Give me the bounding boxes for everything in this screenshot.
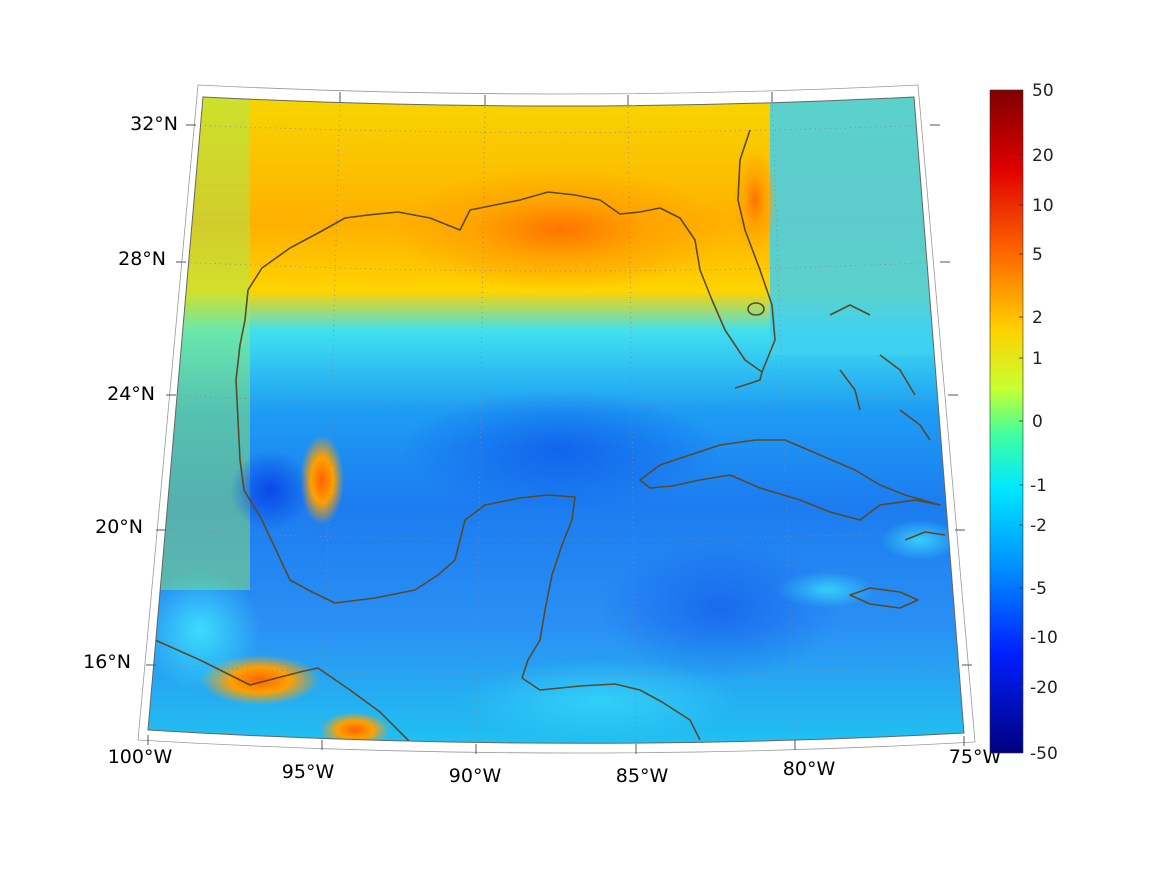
lon-label-75: 75°W [949,746,1002,768]
coastlines [154,129,946,743]
lat-label-24: 24°N [107,383,155,405]
map-outer-frame [137,84,976,754]
colorbar-ticks [1019,154,1023,688]
lon-label-90: 90°W [449,765,502,787]
colorbar-label-neg5: -5 [1030,579,1047,599]
lon-label-80: 80°W [783,758,836,780]
colorbar: 50 20 10 5 2 1 0 -1 -2 -5 -10 -20 -50 [989,81,1058,764]
lat-labels: 32°N 28°N 24°N 20°N 16°N [83,113,178,673]
colorbar-label-2: 2 [1032,308,1043,328]
lat-label-20: 20°N [95,516,143,538]
colorbar-label-neg10: -10 [1030,628,1058,648]
colorbar-label-neg1: -1 [1030,476,1047,496]
lat-label-16: 16°N [83,651,131,673]
lon-label-100: 100°W [108,746,173,768]
graticule [151,99,963,744]
colorbar-label-0: 0 [1032,412,1043,432]
frame-ticks [146,92,972,754]
map-frame [147,96,965,744]
colorbar-gradient [989,89,1024,754]
colorbar-label-20: 20 [1032,146,1054,166]
map-field [148,97,964,744]
lon-labels: 100°W 95°W 90°W 85°W 80°W 75°W [108,746,1002,787]
colorbar-label-1: 1 [1032,349,1043,369]
lat-label-32: 32°N [130,113,178,135]
lon-label-85: 85°W [616,765,669,787]
lon-label-95: 95°W [282,761,335,783]
colorbar-label-50: 50 [1032,81,1054,101]
colorbar-label-neg50: -50 [1030,744,1058,764]
colorbar-label-neg20: -20 [1030,678,1058,698]
lat-label-28: 28°N [118,248,166,270]
colorbar-label-neg2: -2 [1030,516,1047,536]
colorbar-label-10: 10 [1032,196,1054,216]
colorbar-label-5: 5 [1032,245,1043,265]
